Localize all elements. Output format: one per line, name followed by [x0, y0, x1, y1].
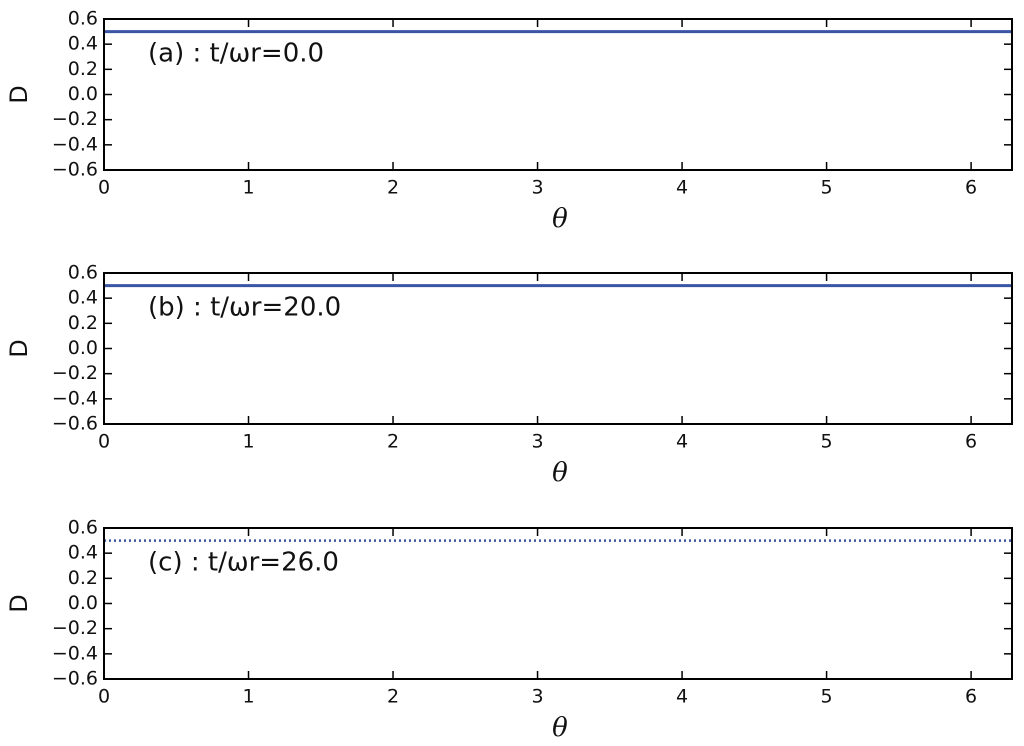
- x-tick-label: 2: [387, 177, 399, 199]
- y-tick-label: 0.6: [68, 8, 98, 30]
- x-tick-label: 1: [242, 686, 254, 708]
- x-tick-label: 5: [821, 431, 833, 453]
- x-tick-label: 1: [242, 431, 254, 453]
- x-tick-label: 0: [98, 686, 110, 708]
- y-tick-label: 0.4: [68, 542, 98, 564]
- plot-frame: [103, 272, 1013, 425]
- y-tick-label: 0.4: [68, 287, 98, 309]
- y-axis-label: D: [5, 85, 33, 103]
- y-tick-label: 0.6: [68, 262, 98, 284]
- x-tick-label: 2: [387, 431, 399, 453]
- y-tick-label: −0.6: [52, 668, 98, 690]
- annotation: (b) : t/ωr=20.0: [148, 293, 341, 323]
- x-tick-label: 5: [821, 177, 833, 199]
- x-axis-label: θ: [552, 204, 568, 234]
- y-tick-label: 0.2: [68, 567, 98, 589]
- y-tick-label: −0.2: [52, 108, 98, 130]
- x-tick-label: 6: [965, 177, 977, 199]
- x-tick-label: 6: [965, 686, 977, 708]
- y-tick-label: 0.2: [68, 312, 98, 334]
- y-tick-label: −0.6: [52, 413, 98, 435]
- x-tick-label: 5: [821, 686, 833, 708]
- x-tick-label: 3: [532, 431, 544, 453]
- y-axis-label: D: [5, 594, 33, 612]
- y-tick-label: −0.4: [52, 133, 98, 155]
- x-tick-label: 1: [242, 177, 254, 199]
- plot-frame: [103, 18, 1013, 171]
- y-tick-label: 0.2: [68, 58, 98, 80]
- y-tick-label: −0.6: [52, 159, 98, 181]
- plot-frame: [103, 527, 1013, 680]
- x-tick-label: 6: [965, 431, 977, 453]
- x-tick-label: 4: [676, 177, 688, 199]
- annotation: (c) : t/ωr=26.0: [148, 548, 339, 578]
- y-tick-label: −0.4: [52, 642, 98, 664]
- y-axis-label: D: [5, 339, 33, 357]
- y-tick-label: 0.0: [68, 592, 98, 614]
- x-tick-label: 3: [532, 177, 544, 199]
- y-tick-label: 0.4: [68, 33, 98, 55]
- y-tick-label: 0.0: [68, 337, 98, 359]
- y-tick-label: −0.2: [52, 617, 98, 639]
- annotation: (a) : t/ωr=0.0: [148, 39, 324, 69]
- x-tick-label: 0: [98, 177, 110, 199]
- x-tick-label: 3: [532, 686, 544, 708]
- x-tick-label: 4: [676, 431, 688, 453]
- x-axis-label: θ: [552, 458, 568, 488]
- y-tick-label: −0.2: [52, 362, 98, 384]
- y-tick-label: 0.0: [68, 83, 98, 105]
- x-tick-label: 4: [676, 686, 688, 708]
- y-tick-label: −0.4: [52, 387, 98, 409]
- x-axis-label: θ: [552, 713, 568, 743]
- x-tick-label: 2: [387, 686, 399, 708]
- x-tick-label: 0: [98, 431, 110, 453]
- y-tick-label: 0.6: [68, 517, 98, 539]
